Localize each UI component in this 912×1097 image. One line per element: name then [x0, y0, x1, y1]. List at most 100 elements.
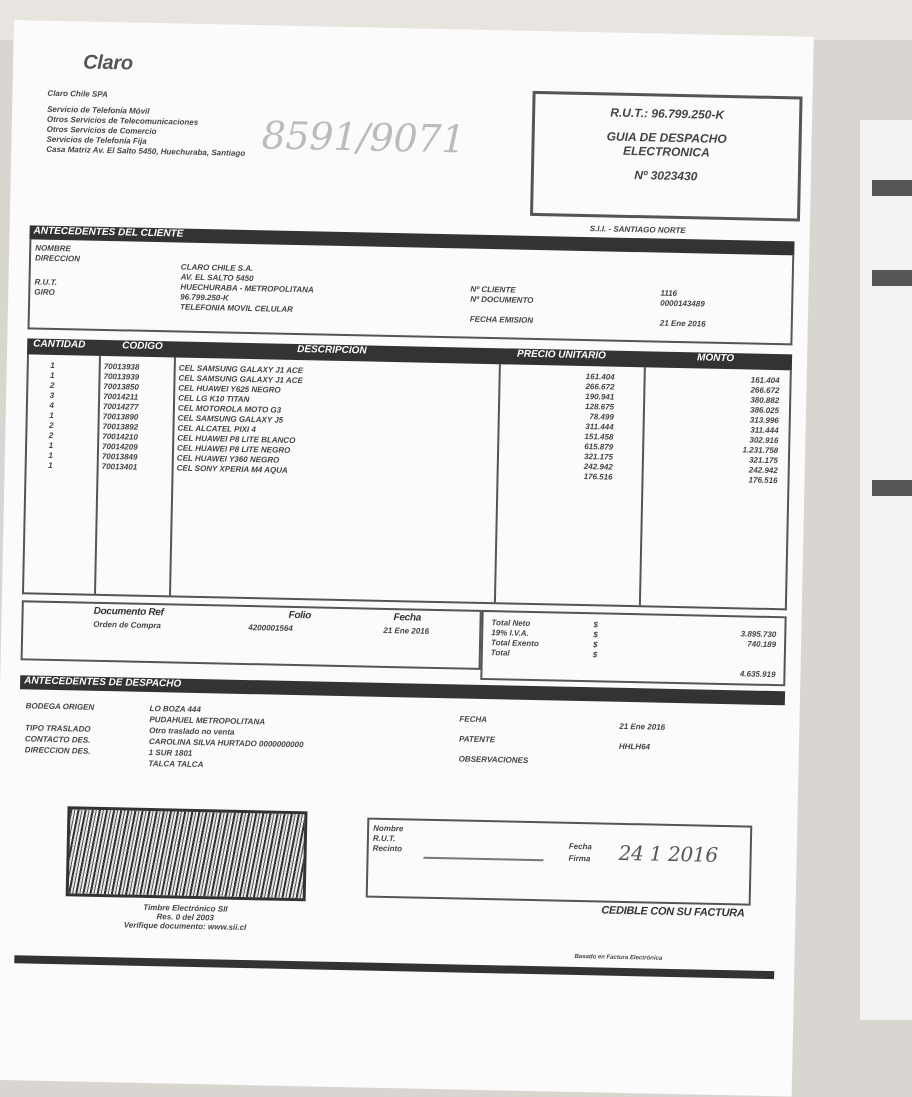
client-label: NOMBRE: [35, 243, 71, 254]
receipt-date-label: Fecha: [568, 841, 593, 852]
document-id-box: R.U.T.: 96.799.250-K GUIA DE DESPACHO EL…: [530, 90, 803, 222]
total-label: Total Neto: [491, 618, 531, 628]
item-cell: 78.499: [589, 412, 614, 422]
item-cell: 1: [50, 370, 55, 380]
item-cell: 70014210: [102, 431, 138, 442]
reference-value: Orden de Compra: [93, 619, 162, 631]
item-cell: CEL LG K10 TITAN: [178, 393, 250, 405]
item-cell: CEL ALCATEL PIXI 4: [177, 423, 256, 435]
dispatch-value: CAROLINA SILVA HURTADO 0000000000: [148, 736, 304, 750]
second-page-edge: [860, 120, 912, 1020]
receipt-box: Nombre R.U.T. Recinto Fecha Firma 24 1 2…: [365, 817, 753, 919]
items-table: 1 70013938 CEL SAMSUNG GALAXY J1 ACE 161.40…: [21, 354, 792, 611]
item-cell: 70013938: [103, 361, 140, 372]
company-logo: Claro: [82, 51, 133, 75]
client-value: 21 Ene 2016: [659, 318, 706, 329]
item-cell: 70013850: [103, 381, 140, 392]
item-cell: 242.942: [748, 465, 778, 476]
issuer-rut: R.U.T.: 96.799.250-K: [610, 105, 725, 122]
item-cell: 70013890: [102, 411, 139, 422]
item-cell: 70013892: [102, 421, 139, 432]
total-value: 4.635.919: [739, 669, 776, 680]
client-value: AV. EL SALTO 5450: [180, 272, 254, 284]
handwritten-signature: [423, 828, 555, 862]
item-cell: 321.175: [748, 455, 779, 466]
issuer-line: Casa Matriz Av. El Salto 5450, Huechurab…: [46, 144, 246, 158]
dispatch-label: CONTACTO DES.: [24, 734, 91, 745]
item-cell: 302.916: [749, 435, 779, 446]
client-label: GIRO: [34, 287, 55, 297]
item-cell: 4: [49, 400, 55, 410]
reference-header: Folio: [288, 609, 312, 622]
item-cell: 2: [48, 420, 54, 430]
item-cell: 1.231.758: [742, 445, 779, 456]
reference-header: Fecha: [393, 612, 422, 624]
barcode-caption: Timbre Electrónico SII Res. 0 del 2003 V…: [95, 902, 276, 933]
item-cell: 151.458: [584, 432, 614, 442]
reference-value: 4200001564: [248, 623, 293, 633]
receipt-sign-label: Firma: [568, 853, 591, 864]
dispatch-label: PATENTE: [458, 734, 496, 745]
client-label: FECHA EMISION: [469, 314, 534, 325]
client-value: 0000143489: [660, 298, 705, 309]
electronic-stamp-barcode: [65, 806, 308, 902]
column-header: CODIGO: [122, 340, 163, 353]
item-cell: 266.672: [585, 382, 615, 392]
cedible-stamp: CEDIBLE CON SU FACTURA: [601, 904, 745, 920]
footer-text: Basado en Factura Electrónica: [574, 953, 663, 962]
client-value: 96.799.250-K: [180, 292, 229, 303]
client-value: TELEFONIA MOVIL CELULAR: [179, 302, 293, 314]
item-cell: 2: [49, 380, 55, 390]
item-cell: 70013401: [101, 461, 138, 472]
currency-symbol: $: [593, 620, 599, 630]
currency-symbol: $: [592, 640, 598, 650]
item-cell: 70013849: [101, 451, 138, 462]
item-cell: 1: [50, 360, 55, 370]
total-label: 19% I.V.A.: [491, 628, 529, 638]
dispatch-label: DIRECCION DES.: [24, 745, 91, 756]
currency-symbol: $: [592, 650, 598, 660]
item-cell: 70014277: [102, 401, 139, 412]
receipt-date-value: 24 1 2016: [618, 840, 719, 867]
client-label: DIRECCION: [34, 253, 80, 264]
dispatch-value: 21 Ene 2016: [619, 721, 666, 732]
item-cell: 1: [48, 460, 53, 470]
column-header: DESCRIPCION: [297, 344, 367, 357]
page-edge-bar: [872, 270, 912, 286]
item-cell: 386.025: [749, 405, 780, 416]
client-value: CLARO CHILE S.A.: [180, 262, 254, 274]
dispatch-label: BODEGA ORIGEN: [25, 701, 95, 712]
sii-office: S.I.I. - SANTIAGO NORTE: [589, 224, 686, 236]
total-value: 3.895.730: [740, 629, 777, 640]
item-cell: 176.516: [748, 475, 778, 486]
client-value: 1116: [660, 288, 678, 298]
client-label: R.U.T.: [34, 277, 58, 287]
item-cell: 176.516: [583, 472, 613, 482]
dispatch-value: LO BOZA 444: [149, 703, 201, 715]
currency-symbol: $: [593, 630, 598, 640]
item-cell: 266.672: [750, 385, 780, 396]
handwritten-number: 8591/9071: [261, 113, 466, 162]
client-label: Nº DOCUMENTO: [470, 294, 534, 305]
dispatch-value: 1 SUR 1801: [148, 747, 193, 758]
dispatch-label: FECHA: [459, 714, 488, 725]
total-label: Total Exento: [490, 638, 539, 649]
item-cell: 70013939: [103, 371, 140, 382]
item-cell: 70014211: [103, 391, 139, 402]
dispatch-section: BODEGA ORIGEN LO BOZA 444 PUDAHUEL METROPO…: [18, 695, 785, 811]
item-cell: 321.175: [583, 452, 614, 462]
reference-value: 21 Ene 2016: [383, 625, 430, 636]
totals-section: Total Neto $3.895.730 19% I.V.A. $740.189 To…: [480, 609, 787, 687]
receipt-label: Nombre: [373, 823, 404, 834]
item-cell: 161.404: [585, 372, 615, 382]
item-cell: 1: [49, 410, 54, 420]
dispatch-value: PUDAHUEL METROPOLITANA: [149, 714, 266, 727]
item-cell: 380.882: [750, 395, 780, 406]
column-header: MONTO: [696, 352, 735, 365]
item-cell: 1: [48, 440, 54, 450]
item-cell: 242.942: [583, 462, 613, 472]
total-value: 740.189: [747, 639, 777, 650]
issuer-line: Claro Chile SPA: [47, 88, 108, 99]
item-cell: 311.444: [585, 422, 614, 432]
item-cell: 3: [49, 390, 55, 400]
